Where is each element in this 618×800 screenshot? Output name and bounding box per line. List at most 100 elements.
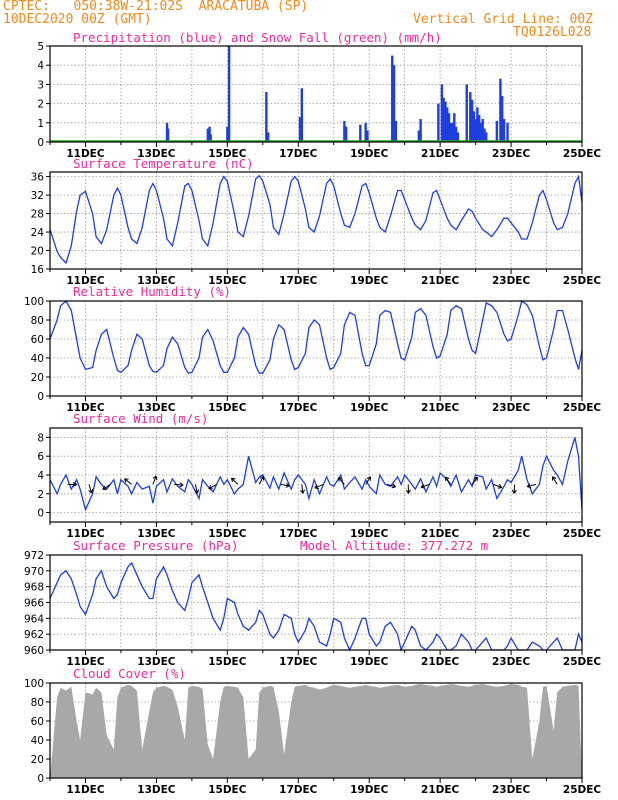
humidity-ytick-label: 60 bbox=[31, 334, 44, 346]
wind-arrowhead bbox=[152, 475, 158, 481]
pressure-xtick-label: 13DEC bbox=[137, 656, 176, 668]
pressure-panel: 960 962 964 966 968 970 972 11DEC 13DEC 15DEC 17DE… bbox=[24, 538, 601, 668]
wind-xtick-label: 13DEC bbox=[137, 528, 176, 540]
precip-ytick-label: 4 bbox=[37, 60, 44, 72]
cloud-title: Cloud Cover (%) bbox=[73, 666, 186, 681]
precip-bar bbox=[300, 88, 304, 142]
precip-ytick-label: 2 bbox=[37, 99, 44, 111]
cloud-ytick-label: 60 bbox=[31, 716, 44, 728]
wind-arrowhead bbox=[444, 476, 450, 482]
wind-arrow bbox=[301, 484, 304, 494]
precip-bar bbox=[206, 128, 210, 142]
wind-arrow bbox=[314, 483, 324, 489]
humidity-xtick-label: 11DEC bbox=[66, 402, 105, 414]
precip-bar bbox=[474, 118, 477, 142]
temp-ytick-label: 24 bbox=[31, 227, 45, 239]
wind-arrow bbox=[208, 483, 217, 490]
humidity-frame bbox=[49, 300, 583, 397]
wind-arrow bbox=[338, 477, 345, 485]
wind-arrow bbox=[124, 478, 132, 485]
pressure-ytick-label: 964 bbox=[24, 613, 44, 625]
wind-arrowhead bbox=[259, 475, 265, 481]
temp-xtick-label: 25DEC bbox=[563, 275, 602, 287]
precip-bar bbox=[479, 122, 483, 142]
precip-bar bbox=[447, 113, 451, 142]
wind-arrowhead bbox=[314, 484, 319, 490]
precip-title: Precipitation (blue) and Snow Fall (gree… bbox=[73, 30, 442, 45]
cloud-xtick-label: 15DEC bbox=[208, 784, 247, 796]
precip-bar bbox=[449, 122, 452, 142]
wind-arrow bbox=[194, 484, 198, 494]
wind-arrowhead bbox=[231, 477, 236, 483]
wind-ytick-label: 8 bbox=[37, 432, 44, 444]
precip-bar bbox=[456, 132, 460, 142]
wind-ytick-label: 6 bbox=[37, 451, 44, 463]
precip-bar bbox=[502, 118, 506, 142]
humidity-ytick-label: 100 bbox=[24, 296, 44, 308]
wind-arrow bbox=[231, 477, 239, 485]
cloud-ytick-label: 100 bbox=[24, 678, 44, 690]
precip-bar bbox=[472, 111, 476, 142]
precip-xtick-label: 15DEC bbox=[208, 148, 247, 160]
precip-bar bbox=[226, 126, 229, 142]
precip-plot-area bbox=[50, 46, 582, 142]
temp-title: Surface Temperature (nC) bbox=[73, 156, 254, 171]
temp-xtick-label: 11DEC bbox=[66, 275, 105, 287]
wind-xtick-label: 21DEC bbox=[421, 528, 460, 540]
wind-arrow bbox=[471, 476, 478, 485]
wind-arrowhead bbox=[337, 477, 343, 482]
wind-arrowhead bbox=[497, 484, 503, 489]
precip-bar bbox=[392, 65, 396, 142]
humidity-xtick-label: 21DEC bbox=[421, 402, 460, 414]
precip-xtick-label: 23DEC bbox=[492, 148, 531, 160]
temp-ytick-label: 32 bbox=[31, 190, 44, 202]
wind-title: Surface Wind (m/s) bbox=[73, 411, 208, 426]
precip-bar bbox=[495, 120, 499, 142]
header-date: 10DEC2020 00Z (GMT) bbox=[3, 12, 152, 27]
precip-bar bbox=[483, 128, 486, 142]
precip-bar bbox=[446, 107, 449, 142]
pressure-ytick-label: 968 bbox=[24, 582, 44, 594]
wind-arrow bbox=[386, 483, 396, 488]
temp-frame bbox=[49, 171, 583, 270]
wind-xtick-label: 19DEC bbox=[350, 528, 389, 540]
temp-ytick-label: 36 bbox=[31, 172, 45, 184]
cloud-xtick-label: 11DEC bbox=[66, 784, 105, 796]
wind-arrowhead bbox=[391, 483, 396, 489]
precip-xtick-label: 17DEC bbox=[279, 148, 318, 160]
header-model-id: TQ0126L028 bbox=[513, 25, 592, 40]
wind-arrow bbox=[552, 476, 558, 485]
humidity-panel: 0 20 40 60 80 100 11DEC 13DEC 15DEC 17DEC 19DEC 21D… bbox=[24, 284, 601, 414]
precip-frame bbox=[49, 45, 583, 143]
wind-ytick-label: 0 bbox=[37, 508, 44, 520]
temp-xtick-label: 23DEC bbox=[492, 275, 531, 287]
precip-bar bbox=[437, 103, 440, 142]
wind-arrow bbox=[445, 476, 452, 485]
wind-arrow bbox=[102, 483, 111, 490]
precip-bar bbox=[343, 120, 346, 142]
wind-ytick-label: 2 bbox=[37, 489, 44, 501]
precip-bar bbox=[481, 118, 484, 142]
precip-bar bbox=[209, 134, 212, 142]
humidity-xtick-label: 19DEC bbox=[350, 402, 389, 414]
humidity-line bbox=[49, 299, 583, 374]
humidity-xtick-label: 17DEC bbox=[279, 402, 318, 414]
header-station: CPTEC: 050:38W-21:02S ARACATUBA (SP) bbox=[3, 0, 309, 14]
precip-xtick-label: 13DEC bbox=[137, 148, 176, 160]
precip-bar bbox=[453, 113, 456, 142]
pressure-xtick-label: 11DEC bbox=[66, 656, 105, 668]
cloud-xtick-label: 17DEC bbox=[279, 784, 318, 796]
temp-ytick-label: 16 bbox=[31, 264, 45, 276]
precip-ytick-label: 5 bbox=[37, 41, 44, 53]
precip-xtick-label: 11DEC bbox=[66, 148, 105, 160]
precip-bar bbox=[394, 120, 397, 142]
humidity-plot-area bbox=[50, 301, 582, 396]
temp-xtick-label: 13DEC bbox=[137, 275, 176, 287]
pressure-ytick-label: 972 bbox=[24, 550, 44, 562]
wind-arrow bbox=[88, 484, 93, 494]
precip-bar bbox=[442, 97, 445, 142]
wind-arrow bbox=[420, 483, 430, 488]
precip-bar bbox=[451, 122, 454, 142]
temp-ytick-label: 20 bbox=[31, 246, 44, 258]
pressure-xtick-label: 17DEC bbox=[279, 656, 318, 668]
